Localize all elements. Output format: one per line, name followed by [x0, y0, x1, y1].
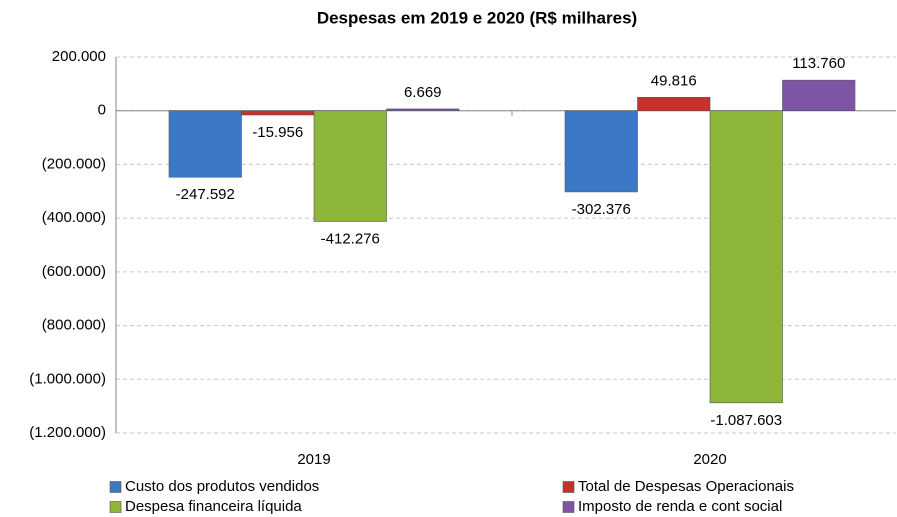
y-tick-label: (800.000)	[42, 317, 106, 334]
legend-label: Custo dos produtos vendidos	[125, 478, 319, 495]
legend-swatch	[562, 481, 575, 493]
x-tick-label: 2019	[297, 451, 330, 468]
y-tick-label: 0	[98, 102, 106, 119]
y-tick-label: (200.000)	[42, 155, 106, 172]
y-tick-label: (1.000.000)	[29, 370, 106, 387]
chart-title: Despesas em 2019 e 2020 (R$ milhares)	[317, 8, 637, 27]
bar	[241, 110, 315, 116]
bar	[637, 97, 711, 112]
data-label: 49.816	[651, 72, 697, 89]
data-label: 6.669	[404, 84, 442, 101]
legend-swatch	[109, 481, 122, 493]
bar	[709, 110, 783, 404]
data-label: -1.087.603	[710, 412, 782, 429]
data-label: 113.760	[792, 55, 845, 72]
data-label: -247.592	[176, 186, 235, 203]
legend-label: Imposto de renda e cont social	[578, 498, 782, 515]
legend-label: Despesa financeira líquida	[125, 498, 302, 515]
bar	[386, 108, 460, 112]
bar	[313, 110, 387, 222]
bar	[782, 79, 856, 112]
bar	[168, 110, 242, 178]
y-tick-label: (600.000)	[42, 263, 106, 280]
data-label: -302.376	[572, 201, 631, 218]
y-tick-label: 200.000	[52, 48, 106, 65]
legend-swatch	[562, 501, 575, 513]
y-tick-label: (400.000)	[42, 209, 106, 226]
data-label: -412.276	[321, 230, 380, 247]
legend-label: Total de Despesas Operacionais	[578, 478, 794, 495]
x-tick-label: 2020	[693, 451, 726, 468]
data-label: -15.956	[252, 124, 303, 141]
legend-swatch	[109, 501, 122, 513]
bar	[564, 110, 638, 193]
y-tick-label: (1.200.000)	[29, 424, 106, 441]
